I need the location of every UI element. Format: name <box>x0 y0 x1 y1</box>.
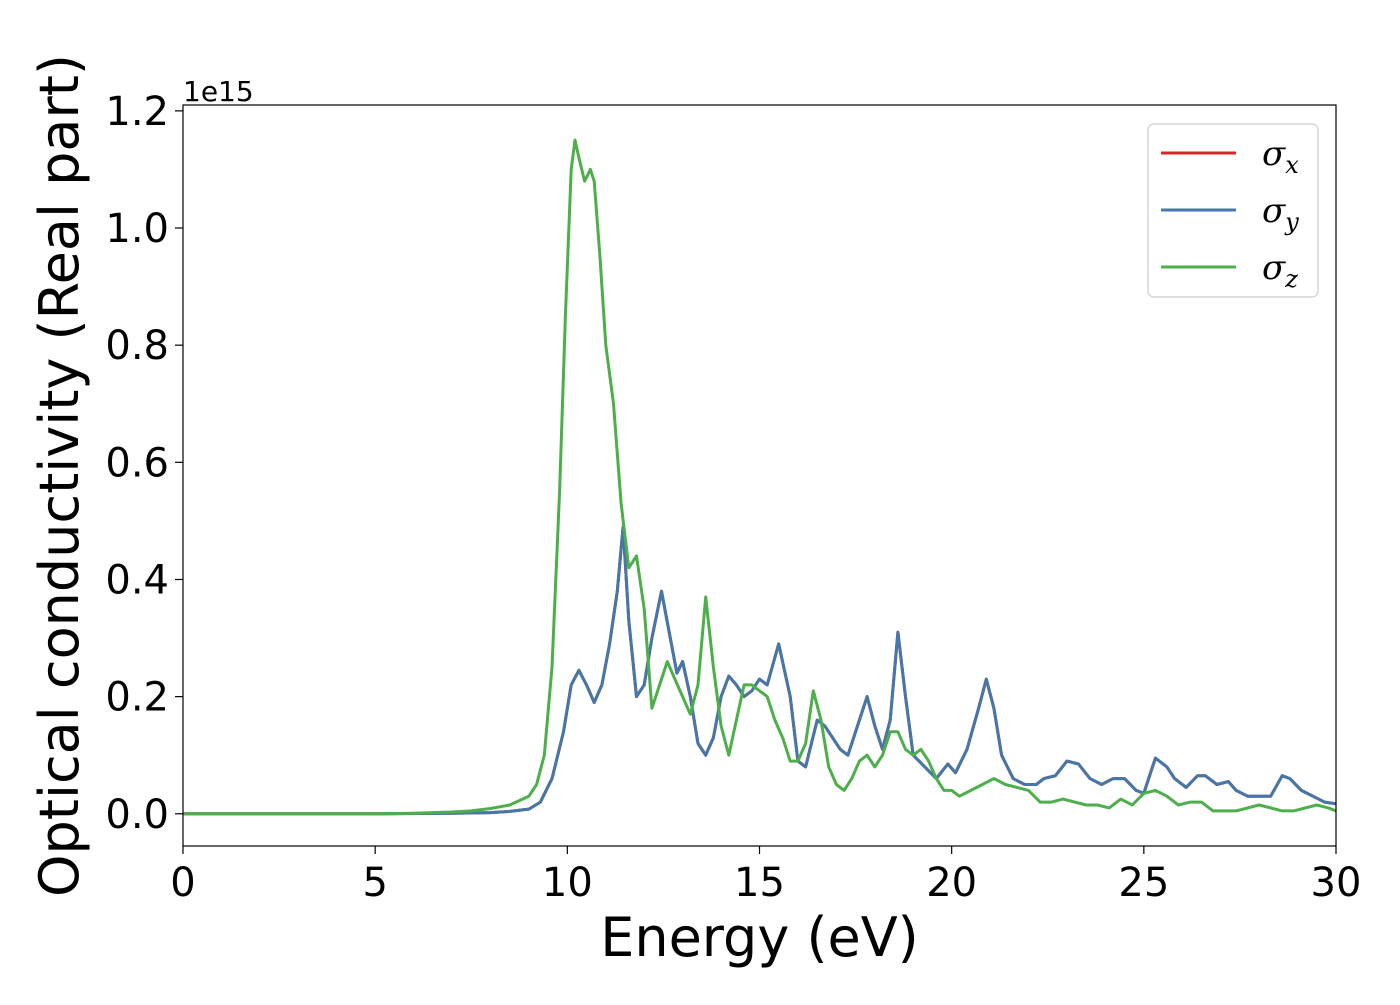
x-tick-label: 25 <box>1118 860 1169 906</box>
y-tick-label: 0.0 <box>105 792 169 838</box>
series-lines <box>183 138 1336 816</box>
x-axis: 0 5 10 15 20 25 30 <box>170 846 1361 906</box>
y-tick-label: 0.4 <box>105 557 169 603</box>
series-line-x <box>183 525 1336 816</box>
legend-subscript: x <box>1285 151 1299 179</box>
legend-subscript: z <box>1284 265 1298 293</box>
x-axis-title: Energy (eV) <box>600 906 919 969</box>
x-tick-label: 20 <box>926 860 977 906</box>
legend-subscript: y <box>1284 208 1299 236</box>
y-tick-label: 1.2 <box>105 89 169 135</box>
x-tick-label: 0 <box>170 860 195 906</box>
x-tick-label: 15 <box>734 860 785 906</box>
series-line-y <box>183 525 1336 816</box>
x-tick-label: 30 <box>1311 860 1362 906</box>
y-axis: 0.0 0.2 0.4 0.6 0.8 1.0 1.2 <box>105 89 183 838</box>
y-tick-label: 0.6 <box>105 440 169 486</box>
y-tick-label: 1.0 <box>105 206 169 252</box>
legend-label-z: σz <box>1262 248 1298 293</box>
series-line-z <box>183 138 1336 816</box>
x-tick-label: 5 <box>362 860 387 906</box>
y-tick-label: 0.8 <box>105 323 169 369</box>
y-tick-label: 0.2 <box>105 675 169 721</box>
y-axis-title: Optical conductivity (Real part) <box>28 54 91 897</box>
x-tick-label: 10 <box>542 860 593 906</box>
y-offset-label: 1e15 <box>183 75 254 108</box>
